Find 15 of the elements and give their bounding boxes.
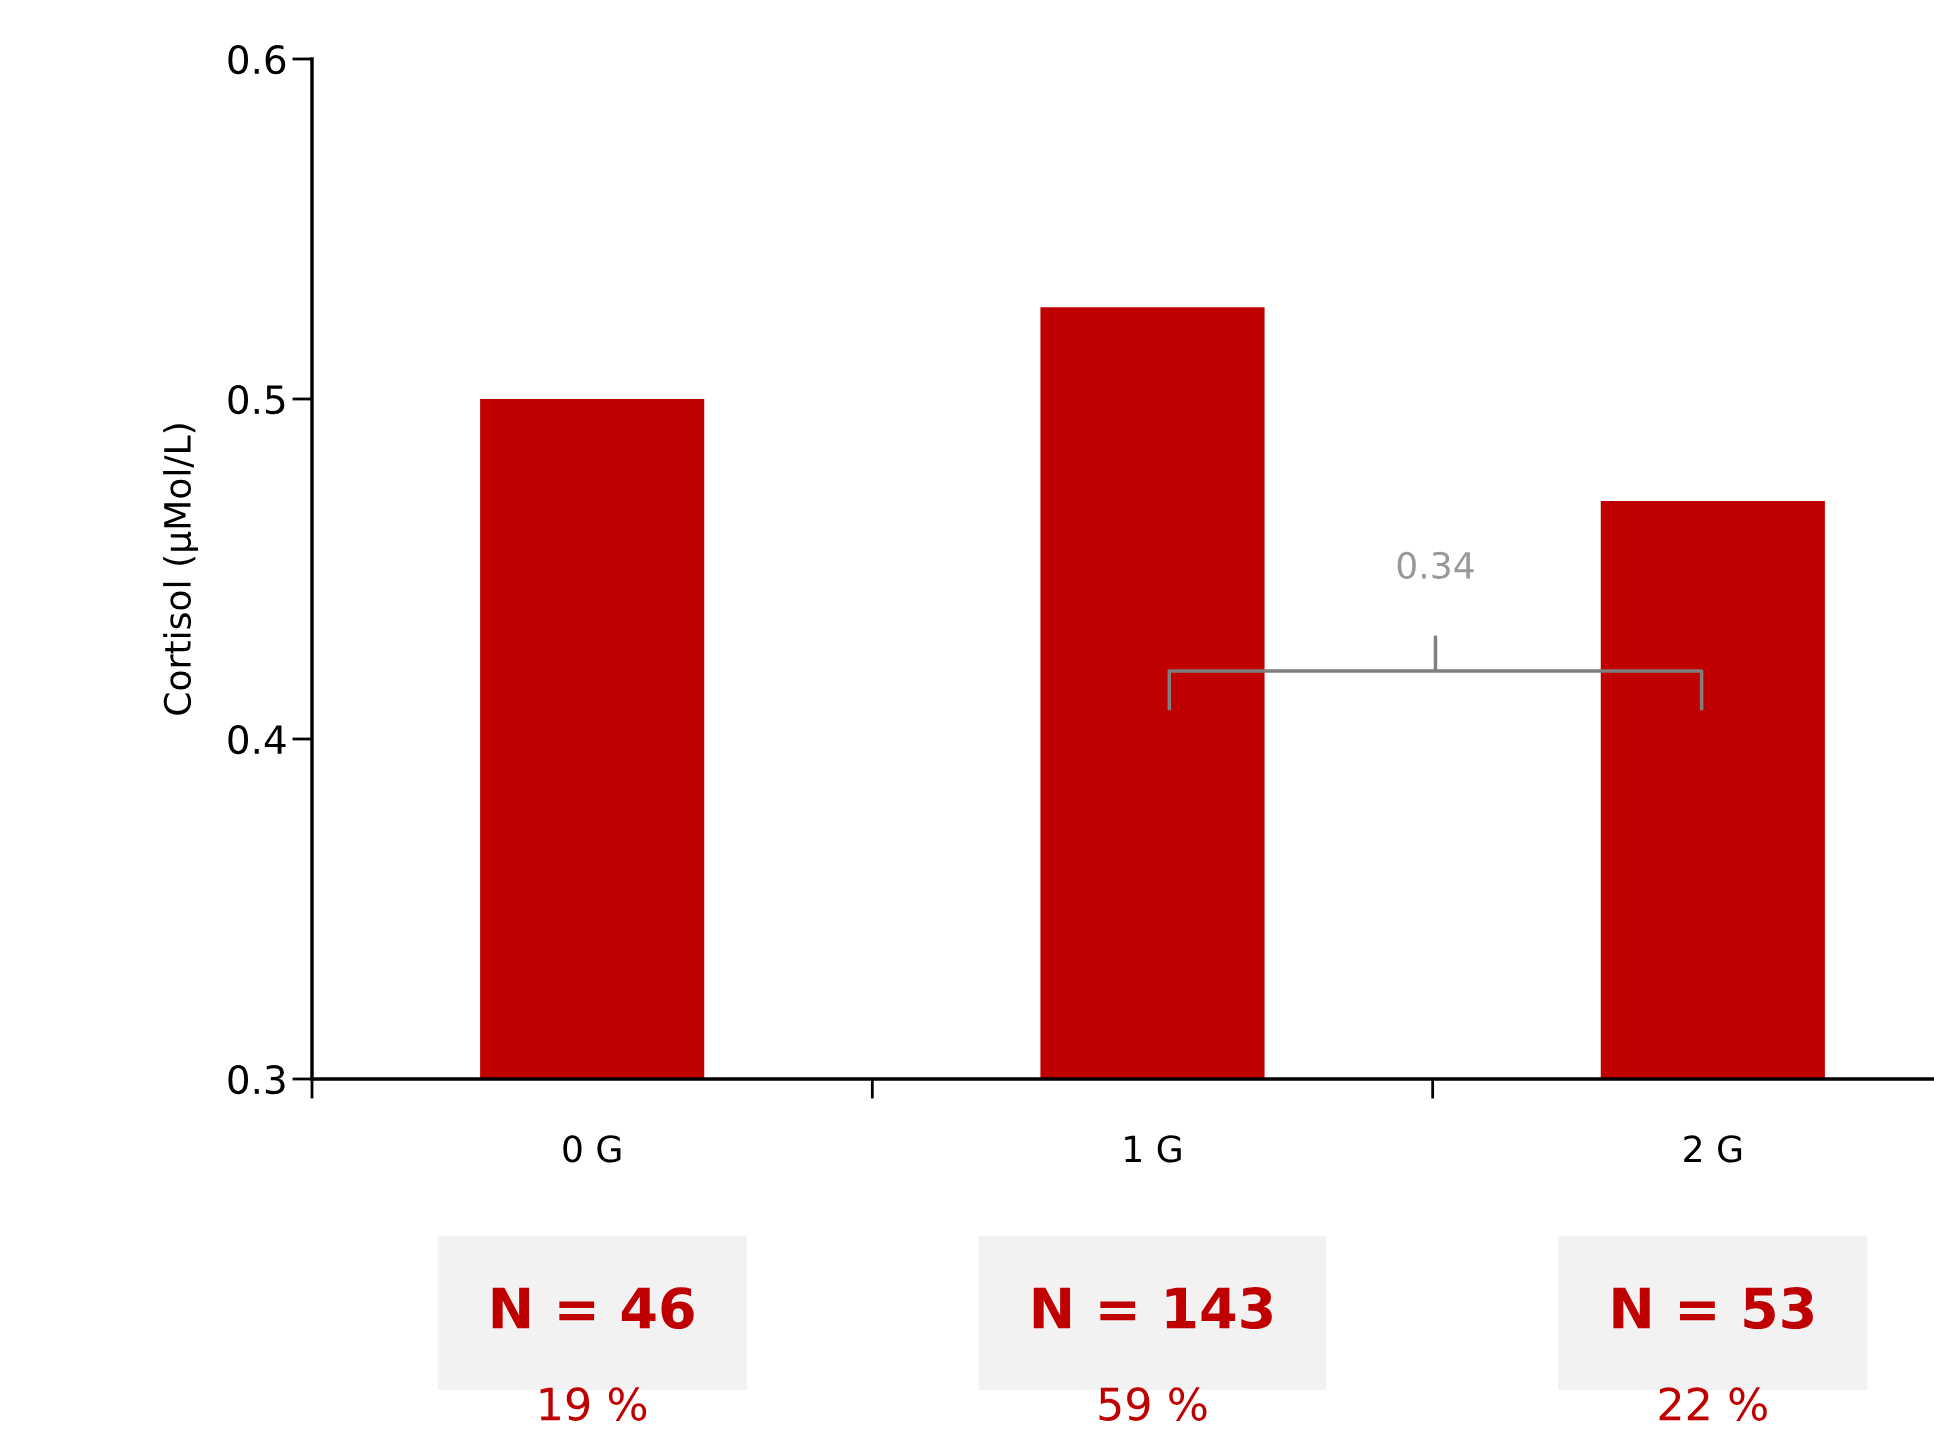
text: N = 53 [1613,1287,1813,1330]
y-tick-label: 0.3 [228,1064,285,1095]
text: N = 143 [1033,1287,1272,1330]
x-tick-label: 2 G [1684,1135,1742,1163]
x-tick-label: 1 G [1125,1135,1181,1163]
y-tick-label: 0.6 [228,44,286,75]
annotation: 0.34 [1397,551,1474,579]
x-tick-label: 0 G [563,1135,621,1163]
y-tick-label: 0.4 [228,724,286,755]
text: 19 % [540,1387,647,1421]
text: 22 % [1659,1387,1767,1421]
text: 59 % [1099,1387,1207,1421]
y-axis-title: Cortisol (µMol/L) [163,424,199,715]
text: N = 46 [492,1287,694,1330]
y-tick-label: 0.5 [228,384,285,415]
